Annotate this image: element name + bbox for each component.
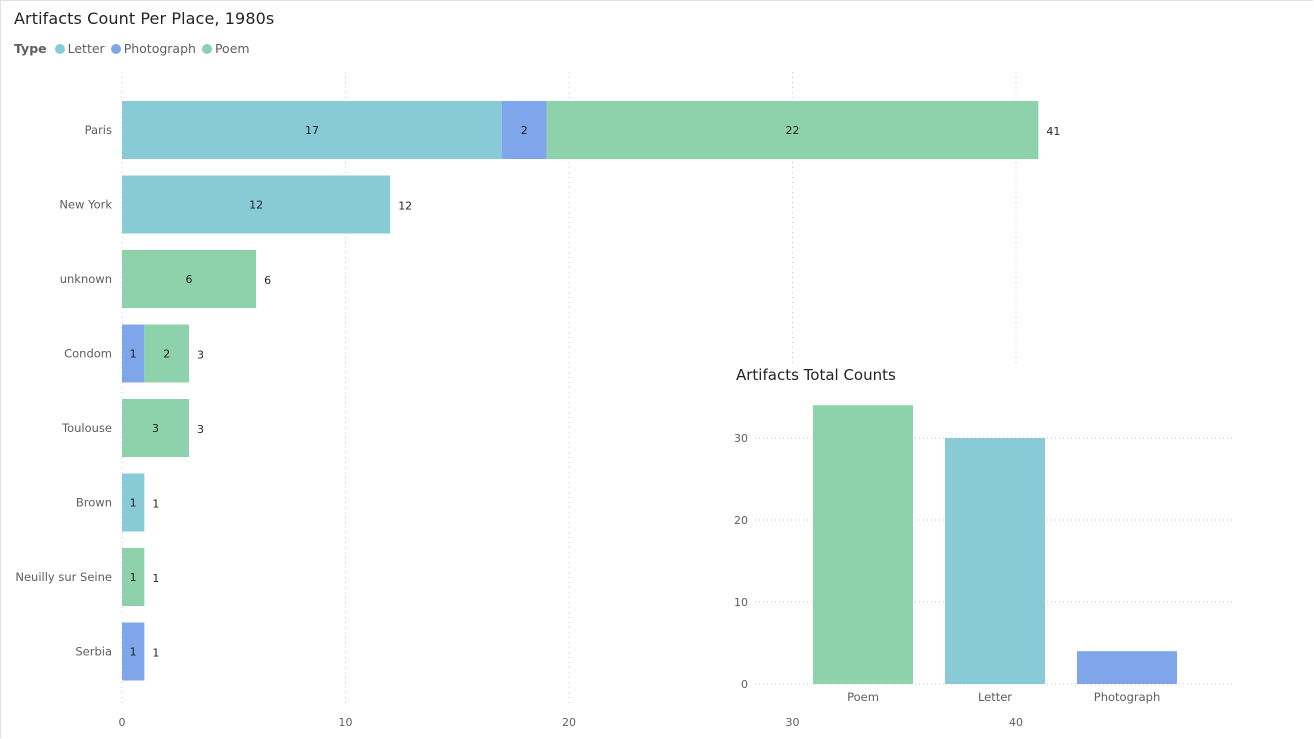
x-tick-label: 10 [339, 716, 353, 729]
segment-data-label: 22 [786, 124, 800, 137]
bar-segment-poem[interactable] [546, 101, 1039, 159]
x-category-label: Letter [978, 690, 1012, 704]
bar-segment-letter[interactable] [122, 175, 391, 234]
chart-legend: Type Letter Photograph Poem [14, 41, 256, 56]
column-bar-poem[interactable] [813, 405, 913, 684]
total-data-label: 12 [398, 200, 412, 213]
total-data-label: 1 [152, 498, 159, 511]
y-category-label: Condom [64, 347, 112, 361]
segment-data-label: 1 [130, 646, 137, 659]
y-tick-label: 30 [734, 432, 748, 445]
segment-data-label: 3 [152, 422, 159, 435]
y-tick-label: 20 [734, 514, 748, 527]
y-category-label: Neuilly sur Seine [15, 570, 112, 584]
segment-data-label: 1 [130, 571, 137, 584]
bar-segment-letter[interactable] [122, 101, 502, 159]
legend-dot-icon [201, 43, 212, 54]
legend-dot-icon [110, 43, 121, 54]
chart-title: Artifacts Count Per Place, 1980s [14, 9, 275, 28]
x-tick-label: 40 [1009, 716, 1023, 729]
y-category-label: Brown [76, 496, 112, 510]
column-bar-letter[interactable] [945, 438, 1045, 684]
bar-segment-photograph[interactable] [122, 622, 145, 681]
bar-segment-photograph[interactable] [501, 101, 547, 159]
bar-segment-poem[interactable] [144, 324, 190, 383]
column-bar-photograph[interactable] [1077, 651, 1177, 684]
legend-item-letter[interactable]: Letter [54, 41, 105, 56]
total-data-label: 3 [197, 423, 204, 436]
y-tick-label: 10 [734, 596, 748, 609]
total-data-label: 1 [152, 647, 159, 660]
bar-segment-letter[interactable] [122, 473, 145, 532]
segment-data-label: 6 [186, 273, 193, 286]
segment-data-label: 1 [130, 348, 137, 361]
legend-label: Photograph [123, 41, 196, 56]
x-tick-label: 20 [562, 716, 576, 729]
total-data-label: 3 [197, 349, 204, 362]
total-data-label: 41 [1046, 125, 1060, 138]
y-category-label: unknown [60, 272, 112, 286]
x-category-label: Photograph [1094, 690, 1160, 704]
segment-data-label: 1 [130, 497, 137, 510]
legend-label: Poem [214, 41, 250, 56]
total-data-label: 1 [152, 572, 159, 585]
segment-data-label: 17 [305, 124, 319, 137]
legend-label: Letter [67, 41, 105, 56]
y-category-label: Serbia [75, 645, 112, 659]
x-tick-label: 30 [786, 716, 800, 729]
legend-dot-icon [54, 43, 65, 54]
legend-title: Type [14, 41, 47, 56]
y-category-label: New York [59, 198, 112, 212]
segment-data-label: 2 [163, 348, 170, 361]
total-data-label: 6 [264, 274, 271, 287]
total-counts-title: Artifacts Total Counts [736, 366, 896, 384]
x-category-label: Poem [847, 690, 879, 704]
bar-segment-poem[interactable] [122, 548, 145, 606]
y-category-label: Toulouse [61, 421, 112, 435]
legend-item-poem[interactable]: Poem [201, 41, 250, 56]
y-tick-label: 0 [741, 678, 748, 691]
bar-segment-poem[interactable] [122, 399, 190, 457]
bar-segment-poem[interactable] [122, 250, 257, 308]
y-category-label: Paris [85, 123, 112, 137]
segment-data-label: 2 [521, 124, 528, 137]
segment-data-label: 12 [249, 199, 263, 212]
x-tick-label: 0 [119, 716, 126, 729]
bar-segment-photograph[interactable] [122, 324, 145, 383]
legend-item-photograph[interactable]: Photograph [110, 41, 196, 56]
